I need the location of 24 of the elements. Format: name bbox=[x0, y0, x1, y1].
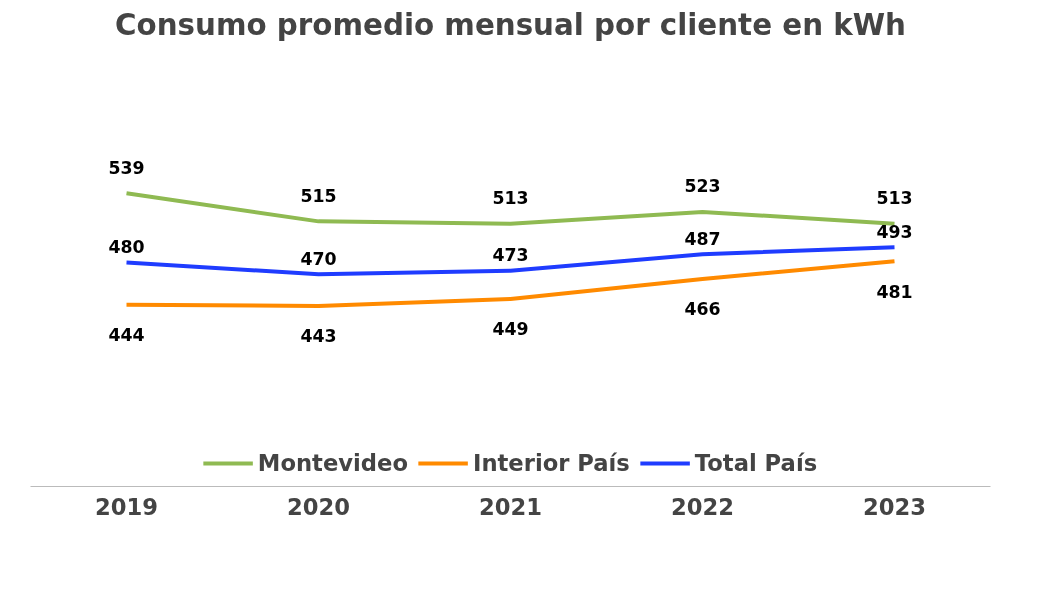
legend-label: Interior País bbox=[472, 450, 630, 476]
data-label: 449 bbox=[492, 319, 529, 340]
data-label: 487 bbox=[684, 228, 721, 249]
x-tick-label: 2019 bbox=[94, 493, 159, 520]
data-label: 480 bbox=[108, 237, 145, 257]
data-label: 473 bbox=[492, 245, 529, 266]
data-label: 466 bbox=[684, 299, 721, 320]
data-label: 470 bbox=[300, 248, 337, 269]
chart-title: Consumo promedio mensual por cliente en kWh bbox=[115, 7, 906, 42]
x-tick-label: 2020 bbox=[286, 493, 351, 520]
data-label: 523 bbox=[684, 176, 721, 197]
data-label: 513 bbox=[492, 188, 529, 209]
x-tick-label: 2021 bbox=[478, 493, 543, 520]
legend-label: Montevideo bbox=[257, 450, 408, 476]
legend-label: Total País bbox=[694, 450, 818, 476]
data-label: 513 bbox=[876, 188, 913, 209]
data-label: 515 bbox=[300, 185, 337, 206]
data-label: 481 bbox=[876, 281, 913, 302]
data-label: 493 bbox=[876, 221, 913, 242]
data-label: 443 bbox=[300, 326, 337, 347]
data-label: 539 bbox=[108, 157, 145, 178]
data-label: 444 bbox=[108, 325, 145, 346]
x-tick-label: 2023 bbox=[862, 493, 927, 520]
x-tick-label: 2022 bbox=[670, 493, 735, 520]
